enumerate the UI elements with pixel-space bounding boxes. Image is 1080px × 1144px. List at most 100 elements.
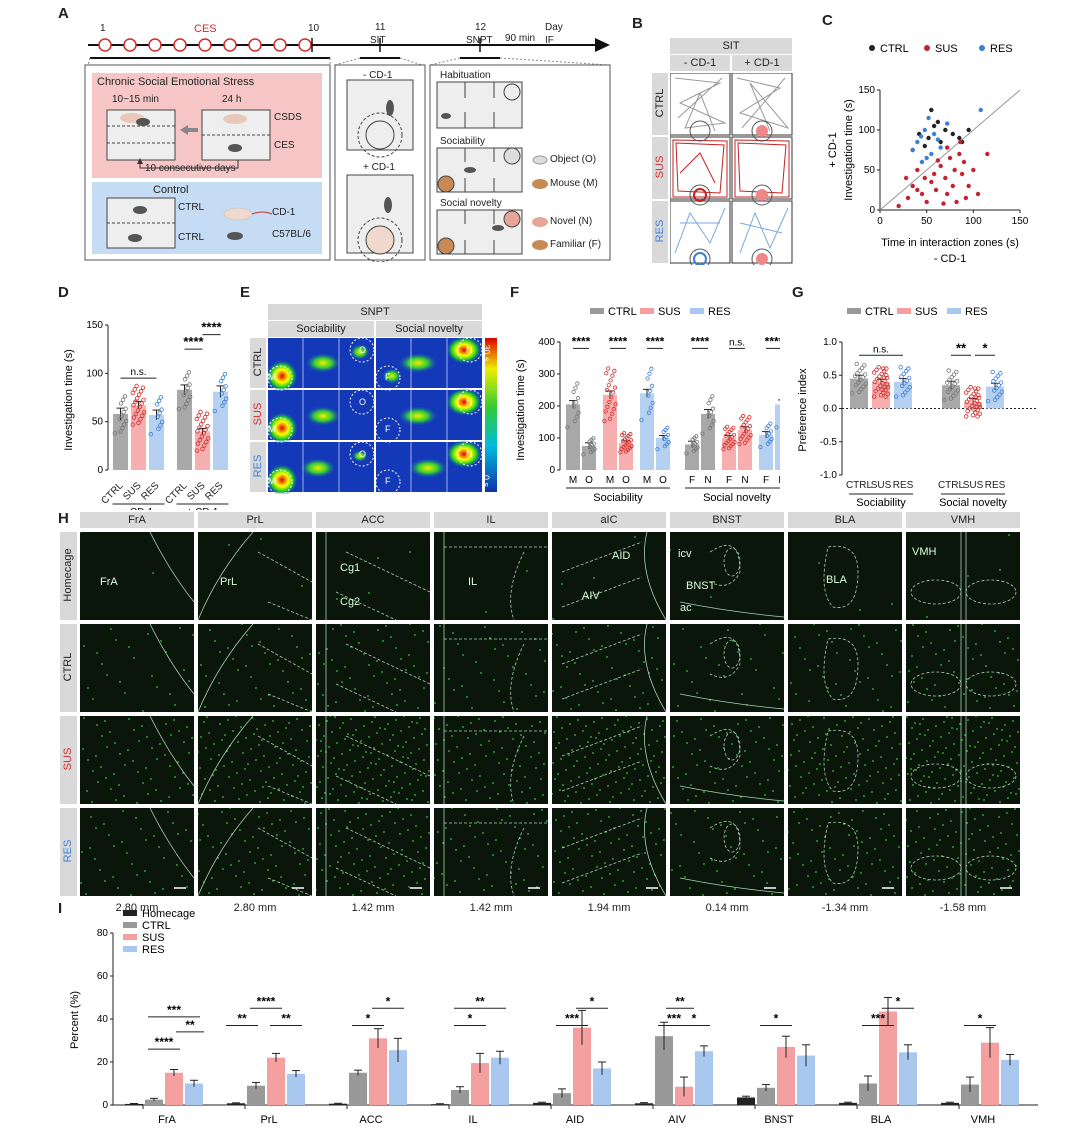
y-tick-label: -1.0 bbox=[820, 470, 838, 481]
data-dot bbox=[877, 374, 882, 379]
cell-dot bbox=[942, 752, 944, 754]
cell-dot bbox=[367, 839, 369, 841]
micrograph-homecage-bnst bbox=[670, 532, 784, 620]
sociability-label: Sociability bbox=[440, 136, 486, 147]
cell-dot bbox=[616, 678, 618, 680]
cell-dot bbox=[618, 838, 620, 840]
point-sus bbox=[924, 199, 929, 205]
cell-dot bbox=[999, 569, 1001, 571]
category-label: F bbox=[763, 475, 769, 486]
cell-dot bbox=[323, 663, 325, 665]
cell-dot bbox=[379, 877, 381, 879]
data-dot bbox=[122, 394, 128, 399]
cell-dot bbox=[369, 793, 371, 795]
cell-dot bbox=[621, 761, 623, 763]
cell-dot bbox=[188, 680, 190, 682]
bar-res bbox=[593, 1068, 611, 1105]
cell-dot bbox=[946, 716, 948, 718]
micrograph-bg bbox=[80, 716, 194, 804]
cell-dot bbox=[570, 708, 572, 710]
data-dot bbox=[860, 375, 865, 380]
cell-dot bbox=[924, 894, 926, 896]
cell-dot bbox=[404, 772, 406, 774]
cell-dot bbox=[767, 851, 769, 853]
cell-dot bbox=[818, 634, 820, 636]
bar-ctrl bbox=[757, 1087, 775, 1105]
cell-dot bbox=[672, 766, 674, 768]
cell-dot bbox=[561, 655, 563, 657]
subregion-label: BNST bbox=[686, 580, 716, 592]
cell-dot bbox=[560, 686, 562, 688]
cell-dot bbox=[880, 756, 882, 758]
cell-dot bbox=[986, 794, 988, 796]
cell-dot bbox=[327, 705, 329, 707]
cell-dot bbox=[990, 748, 992, 750]
region-border bbox=[723, 639, 741, 669]
data-dot bbox=[203, 427, 208, 432]
y-tick-label: 20 bbox=[97, 1057, 109, 1068]
day-12: 12 bbox=[475, 22, 487, 33]
cell-dot bbox=[327, 777, 329, 779]
cell-dot bbox=[981, 624, 983, 625]
region-border bbox=[444, 730, 548, 804]
cell-dot bbox=[222, 796, 224, 798]
cell-dot bbox=[347, 883, 349, 885]
cell-dot bbox=[92, 698, 94, 700]
data-dot bbox=[975, 407, 980, 413]
legend-swatch-sus bbox=[123, 934, 137, 940]
region-border bbox=[723, 731, 741, 761]
cell-dot bbox=[260, 698, 262, 700]
point-ctrl bbox=[935, 119, 941, 125]
data-dot bbox=[904, 378, 909, 383]
cell-dot bbox=[1001, 739, 1003, 741]
data-dot bbox=[183, 389, 188, 394]
cell-dot bbox=[321, 869, 323, 871]
cell-dot bbox=[832, 770, 834, 772]
bar-homecage bbox=[125, 1103, 143, 1105]
cell-dot bbox=[302, 848, 304, 850]
y-axis-label: Investigation time (s) bbox=[63, 349, 75, 450]
data-dot bbox=[194, 448, 199, 453]
cell-dot bbox=[448, 750, 450, 752]
cell-dot bbox=[408, 886, 410, 888]
cell-dot bbox=[425, 775, 427, 777]
cell-dot bbox=[855, 799, 857, 801]
cell-dot bbox=[959, 873, 961, 875]
data-dot bbox=[856, 389, 862, 395]
cell-dot bbox=[660, 854, 662, 856]
region-header-il: IL bbox=[434, 512, 548, 528]
data-dot bbox=[123, 406, 128, 411]
cell-dot bbox=[83, 717, 85, 719]
data-dot bbox=[765, 433, 770, 439]
cell-dot bbox=[996, 728, 998, 730]
cell-dot bbox=[178, 730, 180, 732]
cell-dot bbox=[278, 628, 280, 630]
cell-dot bbox=[273, 777, 275, 779]
data-dot bbox=[139, 401, 144, 406]
cell-dot bbox=[546, 820, 548, 822]
cell-dot bbox=[975, 875, 977, 877]
cell-dot bbox=[357, 817, 359, 819]
cell-dot bbox=[368, 592, 370, 594]
cell-dot bbox=[652, 786, 654, 788]
cell-dot bbox=[924, 734, 926, 736]
cell-dot bbox=[524, 848, 526, 850]
cell-dot bbox=[875, 817, 877, 819]
cell-dot bbox=[734, 888, 736, 890]
cell-dot bbox=[831, 801, 833, 803]
cell-dot bbox=[590, 886, 592, 888]
legend-label-res: RES bbox=[708, 306, 731, 318]
cell-dot bbox=[435, 743, 437, 745]
cell-dot bbox=[921, 749, 923, 751]
data-dot bbox=[949, 375, 954, 380]
cell-dot bbox=[491, 885, 493, 887]
category-label: RES bbox=[985, 480, 1006, 491]
cell-dot bbox=[156, 758, 158, 760]
micrograph-sus-aic bbox=[552, 716, 666, 804]
cell-dot bbox=[974, 818, 976, 820]
sit-row-res: RES bbox=[652, 201, 668, 263]
cell-dot bbox=[390, 868, 392, 870]
cell-dot bbox=[1018, 850, 1020, 852]
cell-dot bbox=[376, 660, 378, 662]
cell-dot bbox=[569, 651, 571, 653]
